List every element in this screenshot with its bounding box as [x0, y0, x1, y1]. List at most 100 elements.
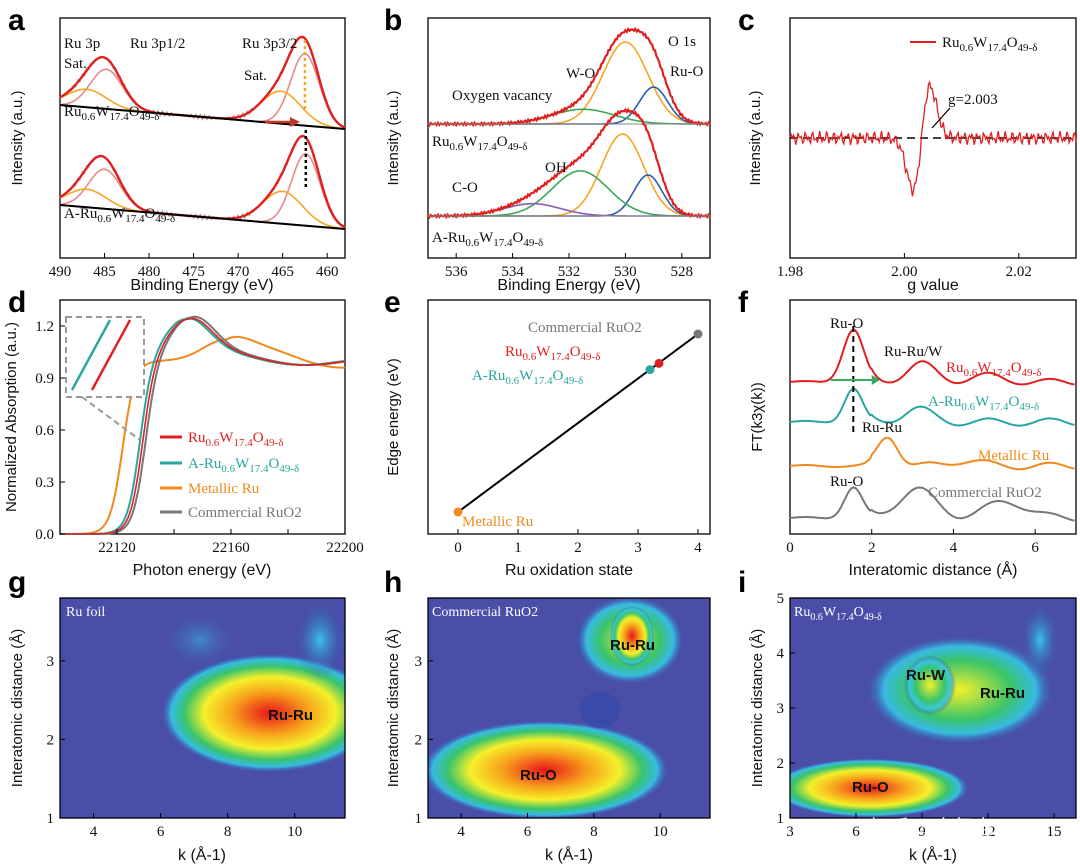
pg-ticks-xtick-2: 8: [224, 824, 232, 840]
panel-i-feature-ruw: Ru-W: [906, 667, 946, 684]
panel-f-shift-arrowhead: [871, 375, 880, 385]
panel-a-xtick-5: 465: [271, 264, 294, 280]
panel-h-xlabel: k (Å-1): [545, 845, 593, 864]
pi-ticks-xtick-0: 3: [786, 824, 794, 840]
panel-label-a: a: [8, 4, 25, 37]
panel-b-ann-co: C-O: [452, 180, 478, 196]
panel-c-xtick-2: 2.02: [1006, 264, 1032, 280]
panel-e-label-ruwo: Ru0.6W17.4O49-δ: [505, 344, 600, 363]
pg-ticks-ytick-2: 3: [47, 654, 55, 670]
pg-ticks-xtick-3: 10: [287, 824, 302, 840]
panel-e-point-0: [453, 507, 463, 517]
panel-e-xtick-3: 3: [634, 540, 642, 556]
panel-d-ytick-4: 0.0: [35, 527, 54, 543]
pi-ticks-ytick-4: 5: [777, 591, 785, 607]
panel-a-s0-baseline: [59, 104, 346, 130]
panel-f-exafs: 0 2 4 6 Interatomic distance (Å) FT(k3χ(k))…: [749, 299, 1077, 579]
panel-f-line-ruo2: [789, 486, 1075, 522]
panel-i-ylabel: Interatomic distance (Å): [749, 629, 766, 787]
panel-c-spectrum: [789, 80, 1077, 197]
panel-b-ann-wo: W-O: [566, 66, 595, 82]
panel-f-ann-ruo-2: Ru-O: [830, 474, 864, 490]
panel-e-xtick-1: 1: [514, 540, 522, 556]
panel-c-pointer: [931, 107, 951, 129]
panel-a-xtick-3: 475: [182, 264, 205, 280]
panel-label-e: e: [384, 286, 401, 319]
ph-ticks-ytick-0: 1: [415, 811, 423, 827]
panel-h-ylabel: Interatomic distance (Å): [385, 629, 402, 787]
panel-c-legend: Ru0.6W17.4O49-δ: [942, 35, 1037, 54]
panel-b-ylabel: Intensity (a.u.): [385, 90, 402, 185]
panel-f-series3-label: Metallic Ru: [978, 448, 1050, 464]
panel-a-xtick-2: 480: [138, 264, 161, 280]
panel-d-ytick-2: 0.6: [35, 423, 54, 439]
pi-ticks-ytick-3: 4: [777, 646, 785, 662]
panel-c-epr: 1.98 2.00 2.02 g value Intensity (a.u.) Ru…: [747, 17, 1077, 294]
panel-label-f: f: [738, 286, 749, 319]
panel-b-ann-oh: OH: [545, 160, 567, 176]
panel-h-feature-ruru: Ru-Ru: [610, 637, 655, 654]
ph-ticks-xtick-0: 4: [457, 824, 465, 840]
pi-ticks-xtick-1: 6: [852, 824, 860, 840]
panel-b-s1-fit: [427, 107, 711, 220]
panel-c-annotation: g=2.003: [948, 92, 998, 108]
panel-b-title: O 1s: [668, 34, 696, 50]
panel-label-g: g: [8, 566, 26, 599]
pg-ticks-ytick-1: 2: [47, 732, 55, 748]
panel-f-ann-ruru: Ru-Ru: [862, 420, 903, 436]
panel-e-label-ruo2: Commercial RuO2: [528, 320, 642, 336]
panel-b-s0-fit: [427, 26, 711, 128]
panel-d-xanes: 22120 22160 22200 1.2 0.9 0.6 0.3 0.0 Photon en…: [3, 299, 364, 579]
panel-g-feature: Ru-Ru: [268, 707, 313, 724]
ph-ticks-ytick-1: 2: [415, 732, 423, 748]
panel-b-s0-component-2: [428, 108, 710, 125]
panel-a-ylabel: Intensity (a.u.): [9, 90, 26, 185]
panel-b-s0-component-0: [428, 41, 710, 125]
panel-a-s1-baseline: [59, 204, 346, 230]
panel-label-b: b: [384, 4, 402, 37]
panel-d-legend-3: Metallic Ru: [188, 481, 260, 497]
panel-a-xps-ru3p: 490 485 480 475 470 465 460 Binding Energy (eV…: [9, 17, 346, 294]
panel-c-xtick-1: 2.00: [891, 264, 917, 280]
panel-g-title: Ru foil: [66, 605, 105, 620]
panel-b-xlabel: Binding Energy (eV): [497, 277, 640, 294]
panel-a-ann-sat1: Sat.: [64, 56, 87, 72]
panel-a-xtick-1: 485: [93, 264, 116, 280]
panel-b-series2-label: A-Ru0.6W17.4O49-δ: [432, 230, 543, 249]
panel-d-line-metallic: [60, 335, 346, 535]
ph-ticks-xtick-3: 10: [653, 824, 668, 840]
panel-e-ylabel: Edge energy (eV): [385, 358, 402, 476]
panel-a-ann-ru3p32: Ru 3p3/2: [242, 36, 297, 52]
panel-d-xtick-1: 22120: [98, 540, 136, 556]
panel-f-xtick-3: 6: [1031, 540, 1039, 556]
ph-ticks-xtick-1: 6: [524, 824, 532, 840]
panel-f-ylabel: FT(k3χ(k)): [749, 382, 766, 452]
panel-g-xlabel: k (Å-1): [178, 845, 226, 864]
panel-label-c: c: [738, 4, 755, 37]
panel-a-xlabel: Binding Energy (eV): [130, 277, 273, 294]
panel-i-feature-ruo: Ru-O: [852, 779, 889, 796]
panel-h-feature-ruo: Ru-O: [520, 767, 557, 784]
panel-a-series2-label: A-Ru0.6W17.4O49-δ: [64, 206, 175, 225]
panel-e-label-a-ruwo: A-Ru0.6W17.4O49-δ: [472, 368, 583, 387]
panel-b-ann-ruo: Ru-O: [670, 64, 704, 80]
panel-b-xtick-3: 530: [614, 264, 637, 280]
panel-c-xtick-0: 1.98: [777, 264, 803, 280]
pi-ticks-xtick-3: 12: [981, 824, 996, 840]
ph-ticks-ytick-2: 3: [415, 654, 423, 670]
panel-a-ann-sat2: Sat.: [244, 68, 267, 84]
panel-label-i: i: [738, 566, 746, 599]
panel-d-legend-4: Commercial RuO2: [188, 505, 302, 521]
panel-b-xtick-0: 536: [445, 264, 468, 280]
panel-f-series4-label: Commercial RuO2: [928, 485, 1042, 501]
panel-i-title: Ru0.6W17.4O49-δ: [794, 605, 882, 623]
panel-d-line-ruwo: [60, 317, 346, 535]
pg-ticks-xtick-1: 6: [157, 824, 165, 840]
panel-i-feature-ruru: Ru-Ru: [980, 685, 1025, 702]
panel-label-h: h: [384, 566, 402, 599]
panel-e-point-1: [645, 365, 655, 375]
